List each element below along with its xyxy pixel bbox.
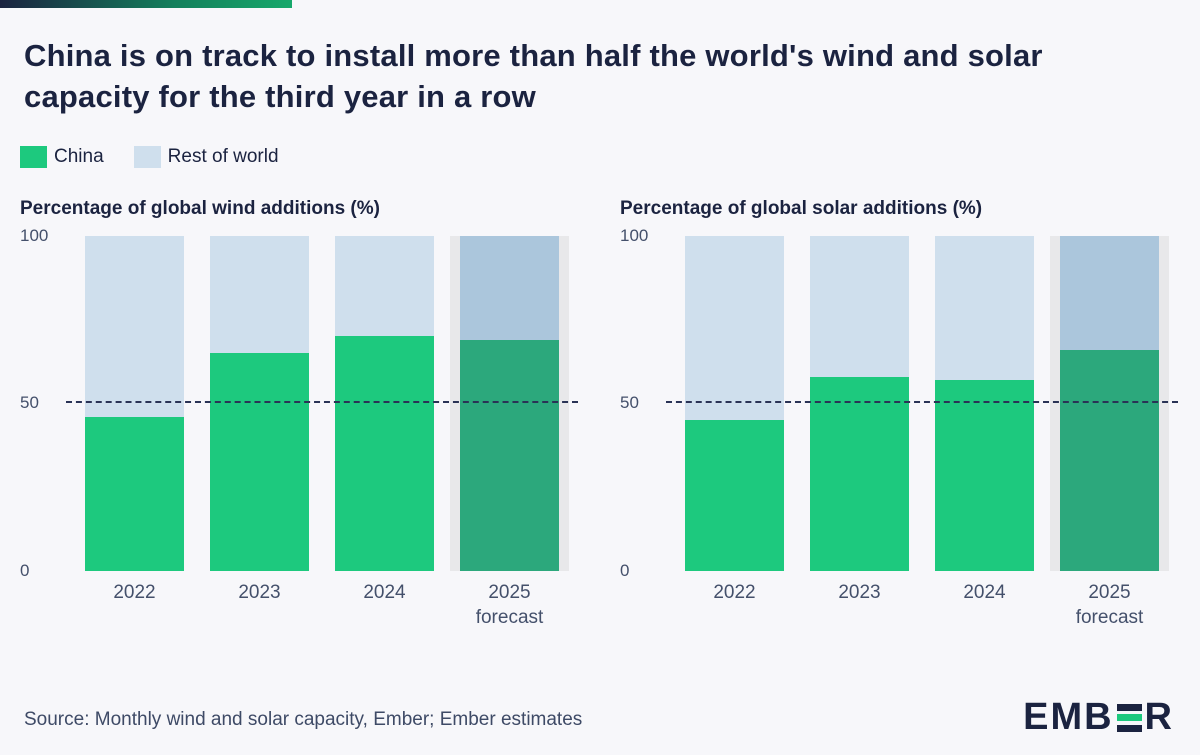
- y-tick-label: 100: [20, 225, 49, 245]
- wind-plot-area: [66, 235, 578, 571]
- legend-swatch-china: [20, 145, 47, 168]
- source-attribution: Source: Monthly wind and solar capacity,…: [24, 709, 583, 730]
- bar-group: [1050, 235, 1169, 571]
- bar-segment-china: [85, 416, 184, 571]
- y-tick-label: 100: [620, 225, 649, 245]
- bar-segment-rest-of-world: [685, 235, 784, 421]
- x-axis-label: 2024: [363, 581, 406, 603]
- legend-label-rest-of-world: Rest of world: [167, 145, 279, 167]
- bar-segment-rest-of-world: [210, 235, 309, 354]
- solar-y-axis: 100 50 0: [620, 226, 666, 580]
- x-axis-label: 2025 forecast: [475, 581, 544, 628]
- bar-segment-china: [335, 336, 434, 571]
- bar-group: [810, 235, 909, 571]
- fifty-percent-reference-line: [666, 401, 1178, 404]
- x-axis-label: 2023: [838, 581, 881, 603]
- x-axis-label: 2023: [238, 581, 281, 603]
- legend: China Rest of world: [20, 145, 1176, 168]
- wind-chart: Percentage of global wind additions (%) …: [20, 198, 578, 630]
- bar-segment-china: [210, 353, 309, 571]
- solar-chart: Percentage of global solar additions (%)…: [620, 198, 1178, 630]
- ember-logo: EMB R: [1023, 696, 1174, 739]
- solar-x-axis: 2022 2023 2024 2025 forecast: [666, 581, 1178, 630]
- x-axis-label: 2024: [963, 581, 1006, 603]
- bar-segment-china: [685, 420, 784, 571]
- wind-y-axis: 100 50 0: [20, 226, 66, 580]
- bar-segment-rest-of-world: [460, 235, 559, 340]
- bar-segment-china: [1060, 349, 1159, 571]
- bar-group: [935, 235, 1034, 571]
- y-tick-label: 50: [620, 393, 639, 413]
- charts-row: Percentage of global wind additions (%) …: [0, 198, 1200, 630]
- legend-swatch-rest-of-world: [133, 145, 161, 168]
- x-axis-label: 2025 forecast: [1075, 581, 1144, 628]
- bar-segment-china: [810, 376, 909, 571]
- solar-bars: [666, 235, 1178, 571]
- bar-segment-china: [460, 339, 559, 571]
- brand-gradient-strip: [0, 0, 292, 8]
- logo-text-suffix: R: [1144, 696, 1174, 738]
- page-title: China is on track to install more than h…: [24, 38, 1043, 114]
- bar-group: [85, 235, 184, 571]
- fifty-percent-reference-line: [66, 401, 578, 404]
- solar-plot-area: [666, 235, 1178, 571]
- bar-group: [335, 235, 434, 571]
- bar-segment-rest-of-world: [335, 235, 434, 337]
- y-tick-label: 0: [620, 560, 630, 580]
- wind-x-axis: 2022 2023 2024 2025 forecast: [66, 581, 578, 630]
- y-tick-label: 0: [20, 560, 30, 580]
- x-axis-label: 2022: [113, 581, 156, 603]
- wind-chart-title: Percentage of global wind additions (%): [20, 197, 380, 219]
- bar-segment-rest-of-world: [85, 235, 184, 417]
- logo-text-prefix: EMB: [1023, 696, 1114, 738]
- wind-bars: [66, 235, 578, 571]
- solar-chart-title: Percentage of global solar additions (%): [620, 197, 983, 219]
- bar-group: [685, 235, 784, 571]
- bar-segment-rest-of-world: [810, 235, 909, 377]
- logo-stylized-e: [1116, 703, 1142, 732]
- legend-label-china: China: [54, 145, 104, 167]
- x-axis-label: 2022: [713, 581, 756, 603]
- bar-segment-rest-of-world: [935, 235, 1034, 380]
- bar-group: [450, 235, 569, 571]
- bar-segment-china: [935, 379, 1034, 571]
- bar-group: [210, 235, 309, 571]
- y-tick-label: 50: [20, 393, 39, 413]
- bar-segment-rest-of-world: [1060, 235, 1159, 350]
